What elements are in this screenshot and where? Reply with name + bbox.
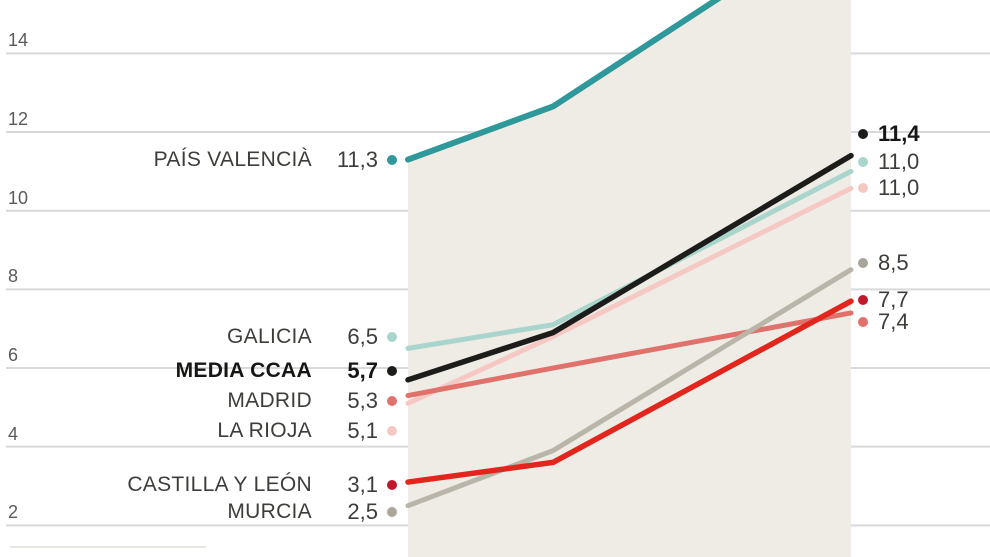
y-tick-6: 6: [8, 345, 19, 366]
series-value: 7,7: [878, 287, 909, 312]
series-value: 11,0: [878, 149, 920, 174]
series-value: 8,5: [878, 250, 909, 275]
line-murcia: [405, 267, 854, 509]
series-dot-icon: [387, 155, 397, 165]
line-galicia: [405, 168, 854, 351]
series-dot-icon: [858, 129, 868, 139]
series-dot-icon: [858, 183, 868, 193]
series-dot-icon: [387, 332, 397, 342]
right-label-castilla-y-leon: 7,7: [858, 287, 909, 313]
right-label-media-ccaa: 11,4: [858, 121, 920, 147]
right-label-madrid: 7,4: [858, 309, 909, 335]
series-value: 2,5: [347, 499, 378, 524]
left-label-la-rioja: LA RIOJA 5,1: [0, 418, 397, 444]
series-dot-icon: [387, 507, 397, 517]
right-label-galicia: 11,0: [858, 149, 919, 175]
series-name: MEDIA CCAA: [175, 359, 312, 382]
left-label-murcia: MURCIA 2,5: [0, 499, 397, 525]
y-tick-4: 4: [8, 423, 19, 444]
y-tick-2: 2: [8, 502, 19, 523]
highlight-area: [408, 0, 851, 557]
series-name: LA RIOJA: [217, 419, 312, 442]
series-name: MURCIA: [227, 500, 312, 523]
left-label-madrid: MADRID 5,3: [0, 388, 397, 414]
series-dot-icon: [387, 426, 397, 436]
left-label-pais-valencia: PAÍS VALENCIÀ 11,3: [0, 147, 397, 173]
series-value: 11,3: [336, 147, 378, 172]
series-value: 3,1: [347, 472, 378, 497]
left-label-castilla-y-leon: CASTILLA Y LEÓN 3,1: [0, 472, 397, 498]
series-name: MADRID: [227, 389, 312, 412]
y-tick-8: 8: [8, 266, 19, 287]
series-value: 11,0: [878, 175, 920, 200]
series-dot-icon: [858, 317, 868, 327]
line-pais-valencia: [405, 0, 722, 163]
series-value: 5,1: [347, 418, 378, 443]
line-media-ccaa: [405, 152, 854, 383]
series-dot-icon: [858, 258, 868, 268]
series-dot-icon: [387, 480, 397, 490]
series-name: CASTILLA Y LEÓN: [127, 473, 312, 496]
cropped-row-artifact: [10, 546, 206, 548]
series-value: 5,3: [347, 388, 378, 413]
series-value: 11,4: [878, 121, 920, 146]
right-label-murcia: 8,5: [858, 250, 909, 276]
series-name: GALICIA: [227, 325, 312, 348]
right-label-la-rioja: 11,0: [858, 175, 919, 201]
series-dot-icon: [858, 157, 868, 167]
series-dot-icon: [387, 366, 397, 376]
left-label-galicia: GALICIA 6,5: [0, 324, 397, 350]
y-tick-12: 12: [8, 109, 29, 130]
series-value: 7,4: [878, 309, 909, 334]
series-name: PAÍS VALENCIÀ: [153, 148, 312, 171]
series-value: 5,7: [347, 358, 378, 383]
y-tick-10: 10: [8, 187, 29, 208]
series-value: 6,5: [347, 324, 378, 349]
y-tick-14: 14: [8, 30, 29, 51]
line-castilla-y-leon: [405, 298, 854, 485]
series-dot-icon: [858, 295, 868, 305]
series-dot-icon: [387, 396, 397, 406]
left-label-media-ccaa: MEDIA CCAA 5,7: [0, 358, 397, 384]
line-la-rioja: [405, 185, 854, 406]
